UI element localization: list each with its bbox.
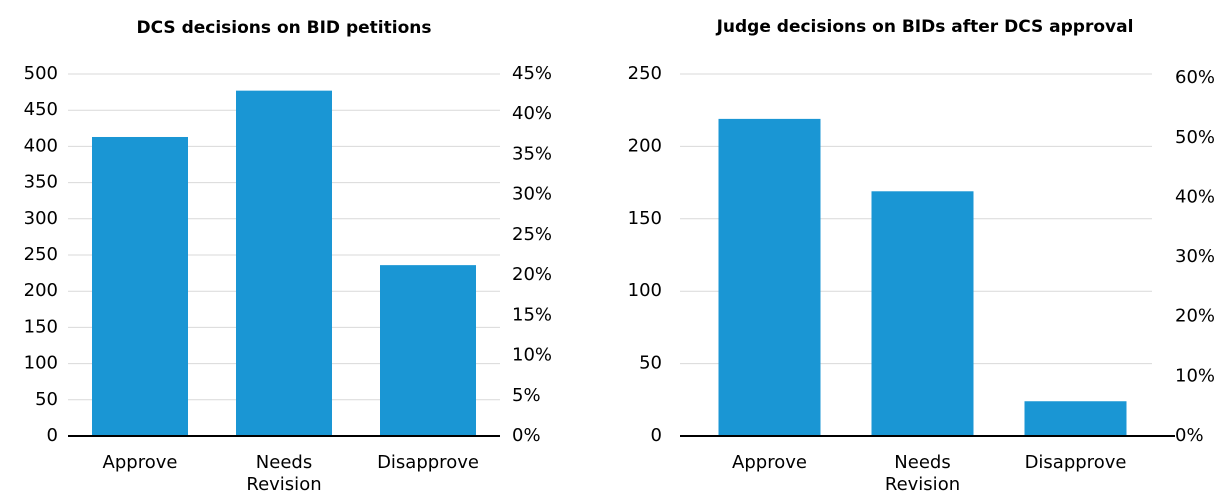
- bar: [718, 118, 821, 436]
- y-tick-label: 150: [628, 208, 662, 229]
- y-tick-label: 500: [24, 63, 58, 84]
- x-tick-label: Needs Revision: [884, 452, 961, 495]
- x-tick-label: Approve: [732, 452, 807, 473]
- y-tick-label: 50: [639, 353, 662, 374]
- y2-tick-label: 5%: [512, 385, 541, 406]
- y-tick-label: 250: [24, 244, 58, 265]
- y2-tick-label: 0%: [512, 425, 541, 446]
- y-tick-label: 300: [24, 208, 58, 229]
- y-tick-label: 450: [24, 99, 58, 120]
- x-tick-label: Disapprove: [377, 452, 479, 473]
- bar: [1024, 401, 1127, 436]
- y2-tick-label: 20%: [512, 264, 552, 285]
- y2-tick-label: 10%: [1175, 365, 1215, 386]
- x-tick-label: Approve: [102, 452, 178, 473]
- y2-tick-label: 40%: [512, 103, 552, 124]
- y2-tick-label: 50%: [1175, 127, 1215, 148]
- x-tick-label: Needs Revision: [246, 452, 322, 495]
- y2-tick-label: 60%: [1175, 67, 1215, 88]
- y-tick-label: 250: [628, 63, 662, 84]
- bar: [92, 136, 188, 436]
- y2-tick-label: 40%: [1175, 186, 1215, 207]
- y-tick-label: 0: [651, 425, 662, 446]
- y2-tick-label: 35%: [512, 143, 552, 164]
- y-tick-label: 200: [628, 135, 662, 156]
- y2-tick-label: 20%: [1175, 306, 1215, 327]
- y2-tick-label: 15%: [512, 304, 552, 325]
- y2-tick-label: 30%: [1175, 246, 1215, 267]
- chart-title: DCS decisions on BID petitions: [137, 18, 432, 38]
- y-tick-label: 100: [628, 280, 662, 301]
- y-tick-label: 400: [24, 135, 58, 156]
- y2-tick-label: 25%: [512, 224, 552, 245]
- y-tick-label: 200: [24, 280, 58, 301]
- y-tick-label: 50: [35, 389, 58, 410]
- bar: [236, 90, 332, 436]
- y-tick-label: 100: [24, 353, 58, 374]
- y-tick-label: 0: [47, 425, 58, 446]
- y-tick-label: 350: [24, 172, 58, 193]
- y2-tick-label: 0%: [1175, 425, 1204, 446]
- y2-tick-label: 45%: [512, 63, 552, 84]
- y2-tick-label: 10%: [512, 345, 552, 366]
- bar: [871, 191, 974, 436]
- x-tick-label: Disapprove: [1024, 452, 1127, 473]
- chart-title: Judge decisions on BIDs after DCS approv…: [716, 17, 1134, 37]
- y-tick-label: 150: [24, 316, 58, 337]
- y2-tick-label: 30%: [512, 184, 552, 205]
- bar: [380, 265, 476, 436]
